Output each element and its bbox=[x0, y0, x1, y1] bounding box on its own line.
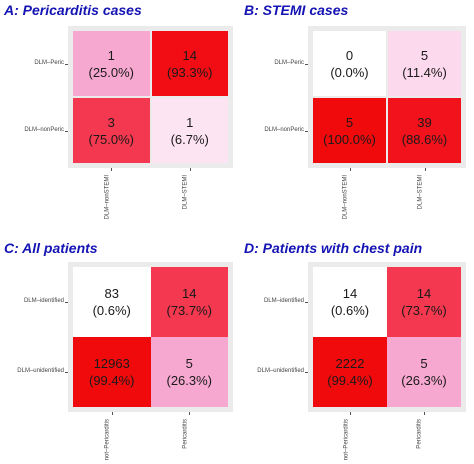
cell-percent: (6.7%) bbox=[170, 131, 209, 147]
y-tick-label: DLM–identified bbox=[23, 298, 64, 304]
panel-title: D: Patients with chest pain bbox=[244, 240, 423, 256]
y-tick-label: DLM–unidentified bbox=[257, 368, 304, 374]
x-tick-label: DLM–nonSTEMI bbox=[104, 175, 111, 220]
heatmap-cell: 3 (75.0%) bbox=[73, 98, 150, 163]
heatmap-cell: 12963 (99.4%) bbox=[73, 337, 151, 407]
x-tick-label: Pericarditis bbox=[182, 419, 189, 449]
y-tick bbox=[65, 302, 68, 303]
y-tick bbox=[65, 372, 68, 373]
y-tick-label: DLM–Peric bbox=[274, 59, 304, 66]
cell-percent: (0.6%) bbox=[330, 303, 370, 318]
y-tick-label: DLM–unidentified bbox=[17, 368, 64, 374]
y-tick bbox=[305, 302, 308, 303]
x-tick-label: Pericarditis bbox=[417, 419, 423, 449]
heatmap-cell: 0 (0.0%) bbox=[313, 31, 386, 96]
x-tick bbox=[189, 168, 191, 171]
cell-count: 14 bbox=[182, 286, 197, 301]
cell-count: 14 bbox=[182, 47, 197, 63]
cell-percent: (26.3%) bbox=[401, 373, 447, 388]
heatmap-cell: 39 (88.6%) bbox=[388, 98, 461, 163]
heatmap-cell: 5 (26.3%) bbox=[387, 337, 461, 407]
cell-percent: (100.0%) bbox=[323, 131, 376, 147]
heatmap-cell: 14 (93.3%) bbox=[151, 31, 228, 96]
x-tick-label: DLM–nonSTEMI bbox=[342, 175, 349, 220]
panel-title: C: All patients bbox=[4, 240, 98, 256]
cell-percent: (93.3%) bbox=[166, 64, 213, 80]
cell-percent: (0.6%) bbox=[92, 303, 131, 318]
heatmap-cell: 5 (26.3%) bbox=[150, 337, 228, 407]
x-tick-label: DLM–STEMI bbox=[417, 175, 424, 210]
cell-count: 12963 bbox=[93, 356, 130, 371]
cell-count: 14 bbox=[416, 286, 432, 301]
cell-percent: (26.3%) bbox=[166, 373, 213, 388]
y-tick-label: DLM–identified bbox=[263, 298, 304, 304]
cell-count: 3 bbox=[107, 114, 115, 130]
x-tick bbox=[424, 412, 425, 415]
cell-percent: (99.4%) bbox=[327, 373, 373, 388]
cell-count: 39 bbox=[417, 114, 432, 130]
y-tick bbox=[65, 63, 68, 65]
x-tick-label: not–Pericarditis bbox=[343, 419, 349, 461]
x-tick bbox=[349, 168, 351, 171]
y-tick bbox=[305, 130, 308, 132]
x-tick-label: not–Pericarditis bbox=[104, 419, 111, 461]
heatmap-cell: 5 (100.0%) bbox=[313, 98, 386, 163]
cell-count: 1 bbox=[186, 114, 194, 130]
cell-count: 5 bbox=[345, 114, 354, 130]
heatmap-cell: 83 (0.6%) bbox=[73, 267, 151, 337]
cell-count: 5 bbox=[420, 47, 429, 63]
cell-count: 5 bbox=[185, 356, 193, 371]
y-tick-label: DLM–nonPeric bbox=[24, 126, 64, 133]
x-tick bbox=[111, 412, 113, 415]
x-tick bbox=[350, 412, 351, 415]
y-tick bbox=[65, 130, 68, 132]
cell-percent: (75.0%) bbox=[88, 131, 135, 147]
cell-count: 0 bbox=[345, 47, 354, 63]
cell-percent: (88.6%) bbox=[401, 131, 448, 147]
heatmap-cell: 1 (6.7%) bbox=[151, 98, 228, 163]
heatmap-cell: 2222 (99.4%) bbox=[313, 337, 387, 407]
cell-count: 83 bbox=[104, 286, 119, 301]
y-tick-label: DLM–Peric bbox=[34, 59, 64, 66]
x-tick-label: DLM–STEMI bbox=[182, 175, 189, 210]
cell-percent: (0.0%) bbox=[330, 64, 369, 80]
x-tick bbox=[111, 168, 113, 171]
cell-count: 5 bbox=[420, 356, 428, 371]
panel-title: A: Pericarditis cases bbox=[4, 2, 142, 18]
cell-count: 2222 bbox=[335, 356, 365, 371]
y-tick bbox=[305, 63, 308, 65]
heatmap-cell: 14 (73.7%) bbox=[150, 267, 228, 337]
cell-count: 14 bbox=[342, 286, 358, 301]
cell-percent: (99.4%) bbox=[88, 373, 135, 388]
x-tick bbox=[189, 412, 191, 415]
heatmap-cell: 1 (25.0%) bbox=[73, 31, 150, 96]
heatmap-cell: 14 (0.6%) bbox=[313, 267, 387, 337]
heatmap-cell: 14 (73.7%) bbox=[387, 267, 461, 337]
heatmap-cell: 5 (11.4%) bbox=[388, 31, 461, 96]
cell-percent: (25.0%) bbox=[88, 64, 135, 80]
y-tick-label: DLM–nonPeric bbox=[264, 126, 304, 133]
cell-percent: (73.7%) bbox=[166, 303, 213, 318]
cell-count: 1 bbox=[107, 47, 115, 63]
x-tick bbox=[424, 168, 426, 171]
cell-percent: (11.4%) bbox=[402, 64, 447, 80]
y-tick bbox=[305, 372, 308, 373]
panel-title: B: STEMI cases bbox=[244, 2, 349, 18]
cell-percent: (73.7%) bbox=[401, 303, 447, 318]
